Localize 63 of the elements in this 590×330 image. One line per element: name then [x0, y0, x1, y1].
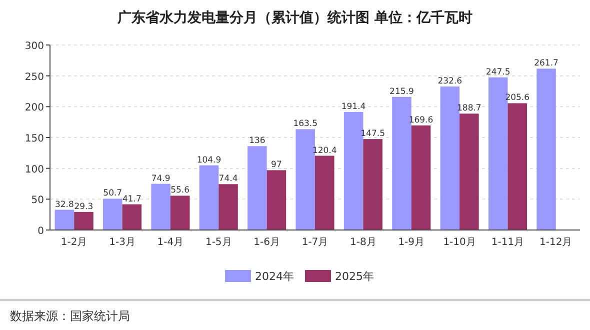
y-tick-label: 300 — [24, 41, 44, 52]
data-label: 163.5 — [293, 119, 318, 130]
data-label: 32.8 — [54, 200, 74, 210]
x-tick-label: 1-4月 — [157, 237, 184, 248]
x-tick-label: 1-6月 — [254, 237, 280, 248]
bar — [508, 103, 527, 230]
x-tick-label: 1-11月 — [491, 237, 524, 248]
data-label: 50.7 — [103, 188, 122, 199]
chart-title: 广东省水力发电量分月（累计值）统计图 单位：亿千瓦时 — [116, 9, 472, 26]
bar — [440, 86, 460, 230]
y-tick-label: 200 — [24, 102, 44, 114]
bar — [103, 198, 122, 230]
data-label: 29.3 — [74, 202, 94, 212]
y-tick-label: 250 — [24, 72, 44, 83]
bar — [248, 146, 267, 230]
y-tick-label: 0 — [38, 226, 44, 237]
data-label: 147.5 — [360, 129, 385, 140]
bar — [296, 129, 315, 230]
y-tick-label: 100 — [24, 164, 44, 176]
data-label: 247.5 — [486, 67, 510, 78]
legend-label: 2025年 — [335, 270, 374, 283]
data-label: 205.6 — [505, 93, 530, 104]
x-tick-label: 1-7月 — [302, 237, 328, 248]
bar — [199, 165, 219, 230]
data-label: 191.4 — [341, 102, 366, 112]
bar — [218, 184, 238, 230]
legend-label: 2024年 — [255, 270, 294, 283]
bar — [266, 170, 286, 230]
bar — [54, 210, 74, 230]
data-label: 169.6 — [408, 115, 434, 126]
bar — [170, 196, 190, 230]
data-label: 188.7 — [457, 104, 482, 114]
bar — [460, 114, 479, 230]
data-label: 97 — [271, 160, 282, 170]
y-tick-label: 50 — [31, 195, 44, 206]
data-label: 74.9 — [151, 174, 170, 184]
x-tick-label: 1-12月 — [540, 237, 572, 248]
bar — [363, 139, 382, 230]
data-label: 104.9 — [196, 155, 222, 166]
bar — [315, 156, 334, 230]
y-tick-label: 150 — [24, 134, 44, 144]
x-tick-label: 1-9月 — [398, 237, 425, 248]
source-note: 数据来源：国家统计局 — [10, 309, 130, 323]
bar — [344, 112, 364, 230]
bar — [536, 68, 556, 230]
bar — [122, 204, 142, 230]
x-tick-label: 1-5月 — [205, 237, 232, 248]
x-tick-label: 1-2月 — [60, 237, 88, 248]
bar — [74, 212, 94, 230]
data-label: 261.7 — [534, 58, 558, 69]
data-label: 120.4 — [312, 146, 337, 156]
data-label: 136 — [249, 136, 266, 146]
x-tick-label: 1-8月 — [350, 237, 376, 248]
x-tick-label: 1-3月 — [109, 237, 136, 248]
data-label: 232.6 — [438, 76, 462, 87]
bar — [411, 125, 431, 230]
bar — [392, 96, 412, 230]
data-label: 41.7 — [122, 194, 142, 204]
data-label: 74.4 — [218, 174, 238, 184]
data-label: 215.9 — [390, 86, 414, 97]
bar — [151, 184, 170, 230]
x-tick-label: 1-10月 — [443, 237, 476, 248]
data-label: 55.6 — [170, 186, 190, 196]
